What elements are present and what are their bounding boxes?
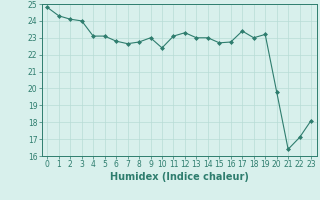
X-axis label: Humidex (Indice chaleur): Humidex (Indice chaleur) xyxy=(110,172,249,182)
